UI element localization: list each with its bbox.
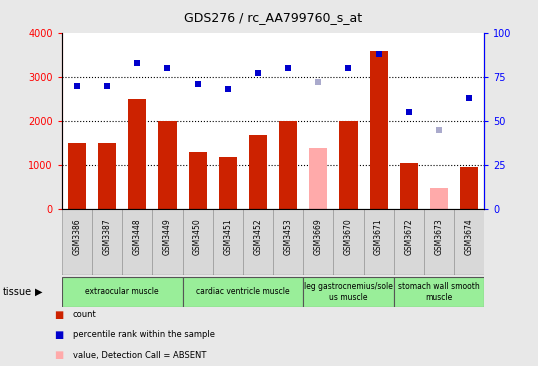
Bar bbox=[334, 209, 364, 274]
Point bbox=[405, 109, 413, 115]
Text: extraocular muscle: extraocular muscle bbox=[86, 287, 159, 296]
Text: GSM3670: GSM3670 bbox=[344, 219, 353, 255]
Bar bbox=[243, 209, 273, 274]
Bar bbox=[460, 167, 478, 209]
Point bbox=[103, 83, 111, 89]
Bar bbox=[182, 209, 213, 274]
Bar bbox=[370, 51, 388, 209]
Point bbox=[374, 51, 383, 57]
Text: GSM3387: GSM3387 bbox=[103, 219, 111, 255]
Bar bbox=[273, 209, 303, 274]
Text: GSM3673: GSM3673 bbox=[435, 219, 443, 255]
Text: GSM3448: GSM3448 bbox=[133, 219, 142, 255]
Bar bbox=[62, 277, 182, 307]
Bar bbox=[92, 209, 122, 274]
Point bbox=[253, 70, 262, 76]
Text: count: count bbox=[73, 310, 96, 319]
Bar bbox=[68, 143, 86, 209]
Bar bbox=[424, 209, 454, 274]
Text: cardiac ventricle muscle: cardiac ventricle muscle bbox=[196, 287, 289, 296]
Point bbox=[435, 127, 443, 132]
Bar bbox=[454, 209, 484, 274]
Text: GSM3453: GSM3453 bbox=[284, 219, 293, 255]
Bar bbox=[364, 209, 394, 274]
Text: GSM3450: GSM3450 bbox=[193, 219, 202, 255]
Bar bbox=[400, 163, 418, 209]
Bar bbox=[309, 147, 327, 209]
Text: GSM3674: GSM3674 bbox=[465, 219, 473, 255]
Text: tissue: tissue bbox=[3, 287, 32, 297]
Point bbox=[223, 86, 232, 92]
Bar bbox=[98, 143, 116, 209]
Bar bbox=[122, 209, 152, 274]
Text: ■: ■ bbox=[54, 350, 63, 360]
Text: GSM3669: GSM3669 bbox=[314, 219, 323, 255]
Point bbox=[314, 79, 323, 85]
Text: GSM3672: GSM3672 bbox=[404, 219, 413, 255]
Point bbox=[465, 95, 473, 101]
Point bbox=[163, 65, 172, 71]
Bar bbox=[394, 209, 424, 274]
Text: GSM3386: GSM3386 bbox=[73, 219, 81, 255]
Text: GSM3449: GSM3449 bbox=[163, 219, 172, 255]
Point bbox=[193, 81, 202, 87]
Bar bbox=[213, 209, 243, 274]
Bar bbox=[394, 277, 484, 307]
Text: GSM3452: GSM3452 bbox=[253, 219, 263, 255]
Bar bbox=[430, 188, 448, 209]
Bar bbox=[128, 99, 146, 209]
Bar bbox=[158, 121, 176, 209]
Text: GSM3671: GSM3671 bbox=[374, 219, 383, 255]
Text: ▶: ▶ bbox=[35, 287, 43, 297]
Bar bbox=[249, 135, 267, 209]
Bar bbox=[182, 277, 303, 307]
Bar bbox=[62, 209, 92, 274]
Point bbox=[284, 65, 293, 71]
Point bbox=[344, 65, 353, 71]
Text: value, Detection Call = ABSENT: value, Detection Call = ABSENT bbox=[73, 351, 206, 359]
Point bbox=[133, 60, 141, 66]
Text: GSM3451: GSM3451 bbox=[223, 219, 232, 255]
Bar bbox=[279, 121, 297, 209]
Text: ■: ■ bbox=[54, 330, 63, 340]
Bar bbox=[303, 209, 334, 274]
Bar bbox=[303, 277, 394, 307]
Bar bbox=[219, 157, 237, 209]
Text: GDS276 / rc_AA799760_s_at: GDS276 / rc_AA799760_s_at bbox=[184, 11, 362, 24]
Bar bbox=[339, 121, 357, 209]
Bar bbox=[188, 152, 207, 209]
Text: ■: ■ bbox=[54, 310, 63, 320]
Bar bbox=[152, 209, 182, 274]
Text: stomach wall smooth
muscle: stomach wall smooth muscle bbox=[398, 282, 480, 302]
Point bbox=[73, 83, 81, 89]
Text: percentile rank within the sample: percentile rank within the sample bbox=[73, 330, 215, 339]
Text: leg gastrocnemius/sole
us muscle: leg gastrocnemius/sole us muscle bbox=[304, 282, 393, 302]
